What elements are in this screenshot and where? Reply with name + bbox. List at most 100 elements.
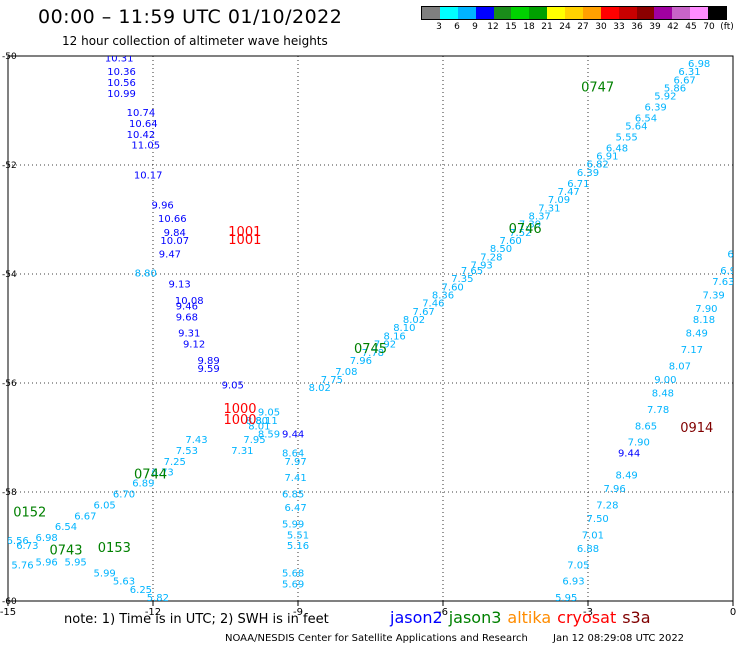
wave-height-value: 8.48 xyxy=(652,389,674,400)
wave-height-value: 7.63 xyxy=(712,277,734,288)
wave-height-value: 6.67 xyxy=(674,75,696,86)
wave-height-value: 8.65 xyxy=(635,421,657,432)
pass-time-label: 0152 xyxy=(13,506,46,521)
wave-height-value: 8.02 xyxy=(403,315,425,326)
map-title: 00:00 – 11:59 UTC 01/10/2022 xyxy=(38,6,343,28)
color-scale-label: 15 xyxy=(505,22,517,32)
wave-height-value: 8.01 xyxy=(248,421,270,432)
wave-height-value: 7.78 xyxy=(362,348,384,359)
wave-height-value: 7.50 xyxy=(587,514,609,525)
color-scale-label: (ft) xyxy=(720,22,734,32)
wave-height-value: 6.47 xyxy=(284,503,306,514)
wave-height-value: 9.96 xyxy=(152,201,174,212)
wave-height-value: 8.07 xyxy=(669,361,691,372)
color-scale-label: 70 xyxy=(703,22,715,32)
color-scale-bar xyxy=(421,6,727,20)
wave-height-value: 9.84 xyxy=(164,228,186,239)
pass-time-label: 0747 xyxy=(581,80,614,95)
wave-height-value: 6.39 xyxy=(577,168,599,179)
satellite-legend: jason2 jason3 altika cryosat s3a xyxy=(390,608,657,627)
satellite-legend-item: jason2 xyxy=(390,608,443,627)
wave-height-value: 9.59 xyxy=(197,364,219,375)
wave-height-value: 9.89 xyxy=(197,356,219,367)
pass-time-label: 1000 xyxy=(223,402,256,417)
wave-height-value: 7.75 xyxy=(321,375,343,386)
color-scale-swatch xyxy=(618,7,637,19)
wave-height-value: 8.11 xyxy=(255,416,277,427)
wave-height-value: 6.85 xyxy=(282,489,304,500)
wave-height-value: 6.48 xyxy=(606,143,628,154)
wave-height-value: 7.43 xyxy=(185,435,207,446)
wave-height-value: 6.93 xyxy=(562,577,584,588)
wave-height-value: 5.96 xyxy=(36,558,58,569)
wave-height-value: 6 xyxy=(727,250,733,261)
wave-height-value: 10.36 xyxy=(107,67,136,78)
wave-height-value: 7.96 xyxy=(603,484,625,495)
x-tick-label: -3 xyxy=(583,607,593,618)
wave-height-value: 10.99 xyxy=(107,89,136,100)
wave-height-value: 8.16 xyxy=(384,331,406,342)
wave-height-value: 8.59 xyxy=(258,430,280,441)
map-frame xyxy=(7,55,734,602)
wave-height-value: 9.47 xyxy=(159,250,181,261)
pass-time-label: 0743 xyxy=(49,544,82,559)
wave-height-value: 9.44 xyxy=(618,449,640,460)
wave-height-value: 7.39 xyxy=(519,220,541,231)
wave-height-value: 10.45 xyxy=(110,48,139,59)
wave-height-value: 7.28 xyxy=(596,500,618,511)
wave-height-value: 9.00 xyxy=(654,375,676,386)
wave-height-value: 7.60 xyxy=(500,236,522,247)
wave-height-value: 8.18 xyxy=(693,315,715,326)
wave-height-value: 6.89 xyxy=(132,479,154,490)
color-scale-swatch xyxy=(511,7,530,19)
wave-height-value: 7.35 xyxy=(451,274,473,285)
wave-height-value: 7.09 xyxy=(548,195,570,206)
color-scale-swatch xyxy=(457,7,476,19)
wave-height-value: 7.31 xyxy=(231,446,253,457)
wave-height-value: 10.64 xyxy=(129,119,158,130)
wave-height-value: 7.39 xyxy=(703,291,725,302)
wave-height-value: 7.60 xyxy=(442,282,464,293)
pass-time-label: 0914 xyxy=(680,421,713,436)
color-scale-label: 30 xyxy=(595,22,607,32)
wave-height-value: 9.05 xyxy=(222,380,244,391)
wave-height-value: 6.73 xyxy=(152,468,174,479)
wave-height-value: 6.54 xyxy=(55,522,77,533)
color-scale-swatch xyxy=(422,7,440,19)
color-scale-label: 18 xyxy=(523,22,535,32)
wave-height-value: 5.68 xyxy=(282,568,304,579)
wave-height-value: 6.98 xyxy=(36,533,58,544)
y-tick-label: -50 xyxy=(2,52,17,62)
color-scale-label: 42 xyxy=(667,22,679,32)
wave-height-value: 6.88 xyxy=(577,544,599,555)
wave-height-value: 8.80 xyxy=(135,269,157,280)
wave-height-value: 5.92 xyxy=(654,92,676,103)
wave-height-value: 7.53 xyxy=(176,446,198,457)
wave-height-value: 6.9 xyxy=(720,266,736,277)
wave-height-value: 7.08 xyxy=(335,367,357,378)
wave-height-value: 6.70 xyxy=(113,489,135,500)
color-scale-swatch xyxy=(672,7,691,19)
wave-height-value: 8.49 xyxy=(616,470,638,481)
color-scale-swatch xyxy=(636,7,655,19)
wave-height-value: 8.49 xyxy=(686,329,708,340)
wave-height-value: 7.41 xyxy=(284,473,306,484)
map-grid xyxy=(7,55,734,602)
color-scale-label: 24 xyxy=(559,22,571,32)
generated-timestamp: Jan 12 08:29:08 UTC 2022 xyxy=(553,633,685,644)
wave-height-value: 7.92 xyxy=(374,340,396,351)
wave-height-value: 10.74 xyxy=(127,108,156,119)
pass-time-label: 1001 xyxy=(228,233,261,248)
wave-height-value: 7.17 xyxy=(681,345,703,356)
wave-height-value: 7.25 xyxy=(164,457,186,468)
color-scale-swatch xyxy=(547,7,565,19)
x-tick-label: -9 xyxy=(293,607,303,618)
color-scale-label: 12 xyxy=(487,22,499,32)
wave-height-value: 8.37 xyxy=(529,212,551,223)
wave-height-value: 4.81 xyxy=(248,645,270,650)
wave-height-value: 7.31 xyxy=(538,203,560,214)
wave-height-value: 8.50 xyxy=(490,244,512,255)
color-scale-swatch xyxy=(690,7,708,19)
map-axes: -15 -12 -9 -6 -3 0 -50 -52 -54 -56 -58 -60 xyxy=(0,52,736,618)
wave-height-value: 6.31 xyxy=(678,67,700,78)
